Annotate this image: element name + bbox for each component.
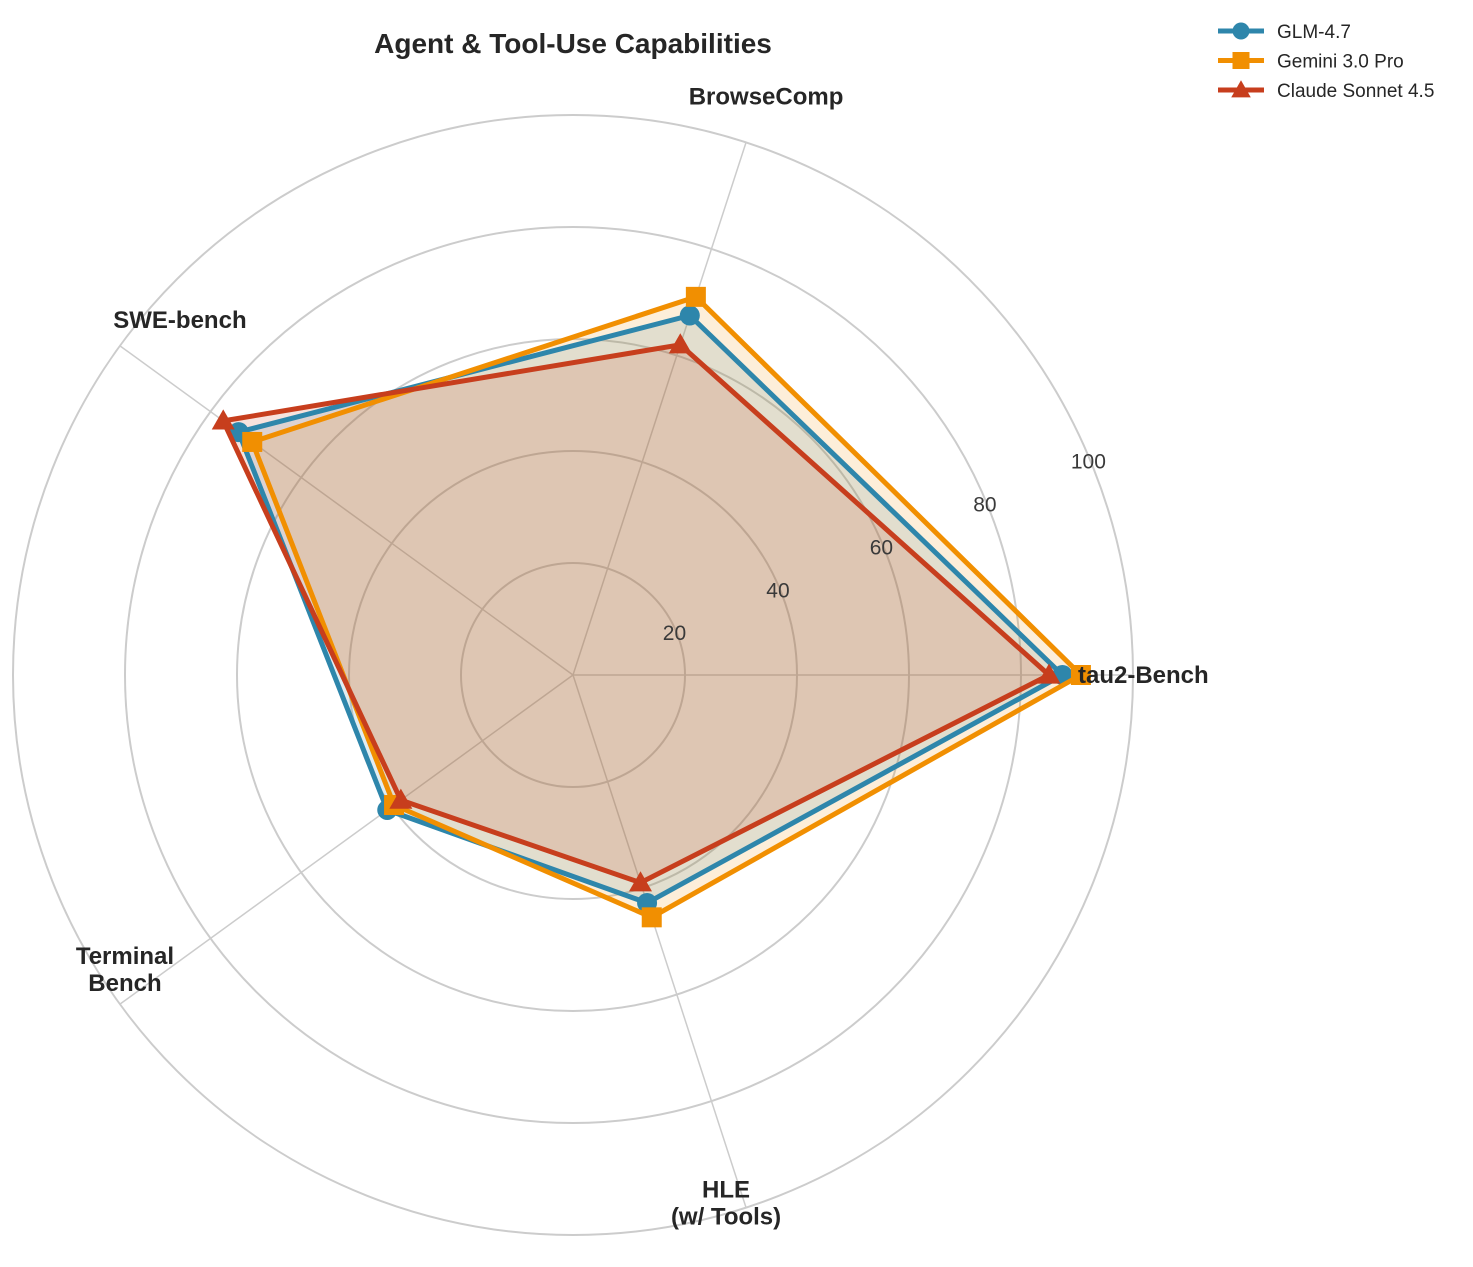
grid-spoke-1 (572, 142, 747, 676)
series-fill-2 (223, 344, 1049, 883)
legend-marker-2 (1231, 80, 1251, 98)
legend: GLM-4.7 Gemini 3.0 Pro Claude Sonnet 4.5 (1218, 22, 1434, 102)
data-point-s1-0 (1070, 665, 1091, 685)
tick-label-60: 60 (870, 536, 893, 559)
legend-marker-1 (1232, 52, 1250, 69)
tick-label-20: 20 (663, 622, 686, 645)
radial-tick-labels: 20 40 60 80 100 (663, 451, 1106, 645)
axis-label-3-line-0: Terminal (76, 943, 174, 970)
axis-label-0-line-0: tau2-Bench (1078, 662, 1209, 689)
axis-label-1-line-0: BrowseComp (689, 83, 844, 110)
grid-spoke-2 (119, 345, 574, 676)
axis-labels: tau2-Bench BrowseComp SWE-bench Terminal Ben… (76, 83, 1209, 1230)
grid-spoke-4 (572, 674, 747, 1208)
data-point-s2-0 (1037, 663, 1061, 684)
tick-label-40: 40 (766, 579, 789, 602)
axis-label-4-line-1: (w/ Tools) (671, 1204, 781, 1231)
series-line-2 (220, 342, 1052, 886)
chart-title: Agent & Tool-Use Capabilities (374, 28, 772, 59)
legend-label-2: Claude Sonnet 4.5 (1277, 81, 1434, 102)
series-layer (211, 286, 1091, 928)
series-fill-0 (238, 315, 1063, 903)
data-point-s1-4 (641, 907, 662, 928)
grid-spoke-3 (119, 674, 574, 1005)
axis-label-2: SWE-bench (113, 307, 246, 334)
data-point-s1-2 (242, 431, 263, 452)
data-point-s2-3 (389, 788, 413, 809)
axis-label-1: BrowseComp (689, 83, 844, 110)
legend-marker-0 (1232, 22, 1250, 40)
data-point-s0-1 (679, 305, 700, 326)
tick-label-80: 80 (973, 494, 996, 517)
series-line-0 (236, 313, 1065, 906)
data-point-s2-4 (628, 871, 652, 892)
data-point-s2-1 (668, 333, 692, 354)
legend-label-1: Gemini 3.0 Pro (1277, 52, 1404, 73)
legend-label-0: GLM-4.7 (1277, 22, 1351, 43)
axis-label-4-line-0: HLE (702, 1177, 750, 1204)
axis-label-4: HLE (w/ Tools) (671, 1177, 781, 1231)
axis-label-3-line-1: Bench (88, 970, 161, 997)
axis-label-3: Terminal Bench (76, 943, 174, 997)
series-line-1 (249, 294, 1084, 920)
axis-label-2-line-0: SWE-bench (113, 307, 246, 334)
data-point-s2-2 (211, 409, 235, 430)
tick-label-100: 100 (1071, 451, 1106, 474)
data-point-s1-1 (685, 286, 706, 307)
radar-grid (12, 114, 1134, 1236)
axis-label-0: tau2-Bench (1078, 662, 1209, 689)
